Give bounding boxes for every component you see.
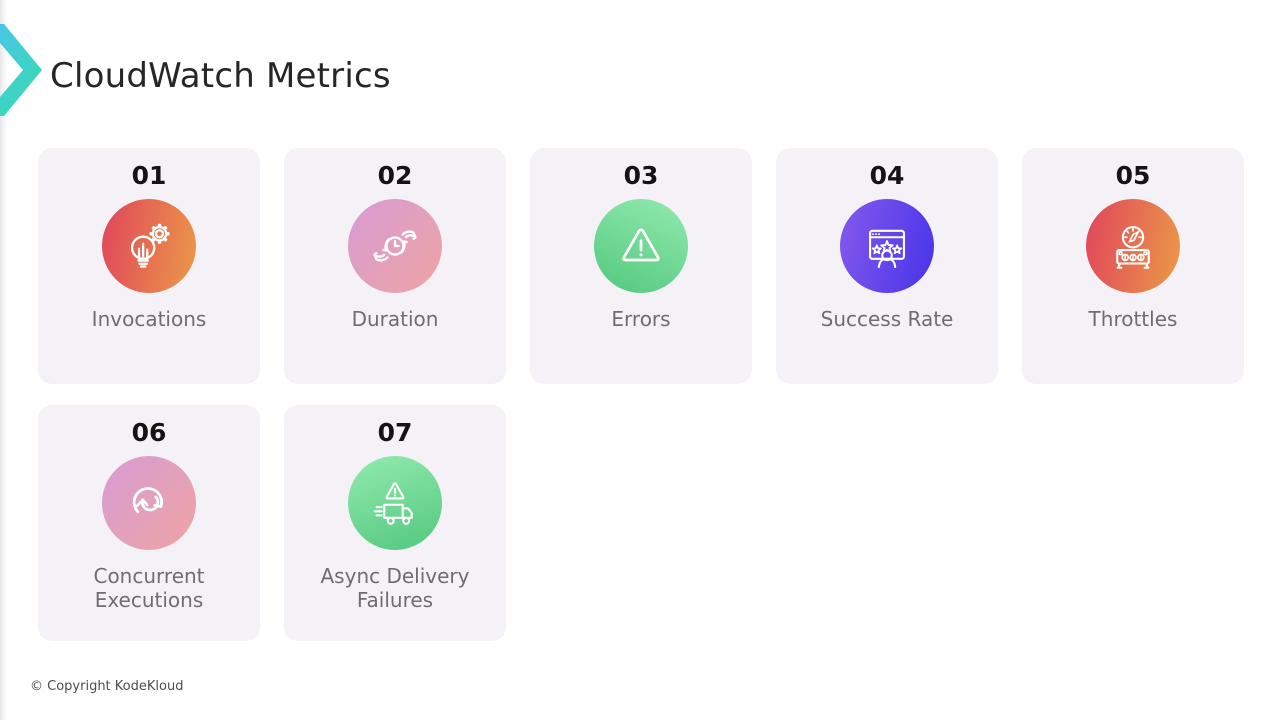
- concurrent-executions-circle: [102, 456, 196, 550]
- page-title: CloudWatch Metrics: [50, 56, 391, 96]
- left-edge-shadow: [0, 0, 7, 720]
- card-success-rate: 04 Success Rate: [776, 148, 998, 384]
- kodekloud-chevron-logo-icon: [0, 24, 42, 116]
- card-label: Success Rate: [820, 307, 954, 331]
- rating-window-user-icon: [869, 229, 905, 269]
- card-label: Async Delivery Failures: [320, 564, 470, 612]
- card-concurrent-executions: 06 Concurrent Executions: [38, 405, 260, 641]
- copyright-text: © Copyright KodeKloud: [30, 679, 184, 694]
- success-rate-circle: [840, 199, 934, 293]
- card-label: Duration: [351, 307, 439, 331]
- card-number: 02: [377, 161, 413, 190]
- async-delivery-failures-circle: [348, 456, 442, 550]
- card-label: Invocations: [91, 307, 207, 331]
- time-in-hands-icon: [373, 230, 417, 262]
- card-label: Concurrent Executions: [93, 564, 205, 612]
- card-number: 03: [623, 161, 659, 190]
- duration-circle: [348, 199, 442, 293]
- card-number: 07: [377, 418, 413, 447]
- card-invocations: 01: [38, 148, 260, 384]
- gauge-panel-icon: [1116, 226, 1150, 269]
- card-label: Errors: [611, 307, 671, 331]
- card-throttles: 05 Throttles: [1022, 148, 1244, 384]
- warning-triangle-icon: [622, 228, 660, 262]
- idea-bulb-gear-icon: [130, 223, 170, 268]
- invocations-circle: [102, 199, 196, 293]
- card-number: 06: [131, 418, 167, 447]
- card-number: 05: [1115, 161, 1151, 190]
- card-label: Throttles: [1088, 307, 1178, 331]
- card-duration: 02 Duration: [284, 148, 506, 384]
- card-number: 04: [869, 161, 905, 190]
- sync-circular-arrows-icon: [132, 487, 164, 514]
- errors-circle: [594, 199, 688, 293]
- card-async-delivery-failures: 07 Async Delivery Failures: [284, 405, 506, 641]
- throttles-circle: [1086, 199, 1180, 293]
- card-errors: 03 Errors: [530, 148, 752, 384]
- card-number: 01: [131, 161, 167, 190]
- delivery-warning-icon: [373, 482, 413, 525]
- metrics-grid: 01: [38, 148, 1244, 641]
